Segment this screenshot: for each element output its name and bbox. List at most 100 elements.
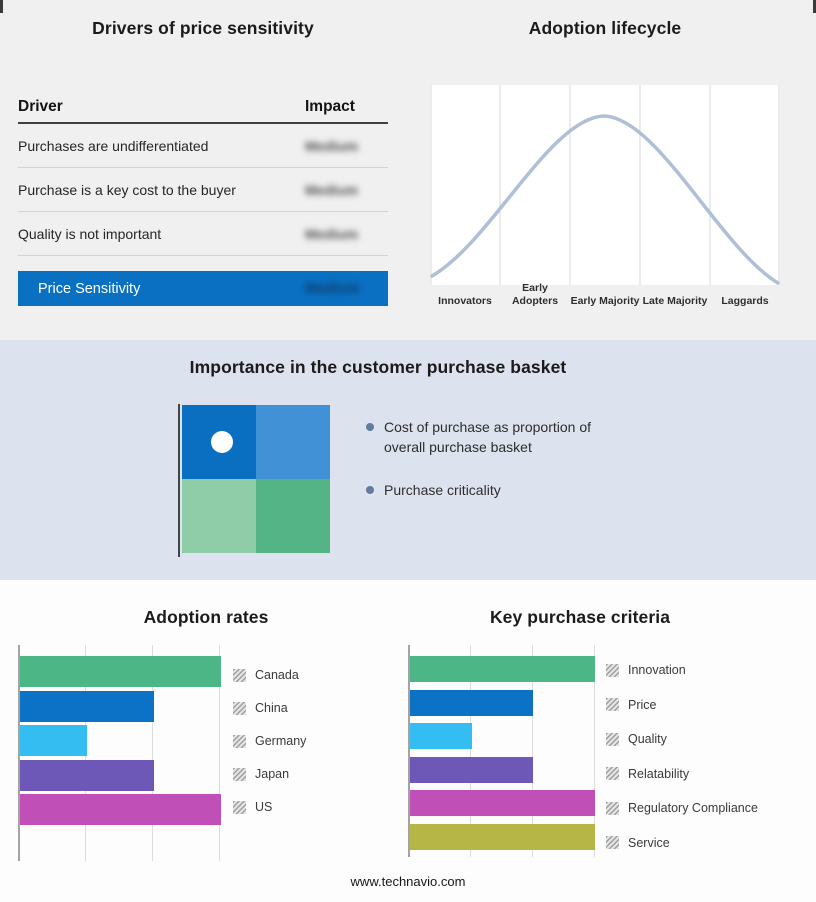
legend-swatch-hatch-icon (233, 668, 246, 682)
lifecycle-chart (430, 85, 780, 285)
legend-item: Regulatory Compliance (606, 801, 758, 815)
bar-china (20, 690, 154, 722)
gridline (152, 645, 153, 861)
price-sensitivity-label: Price Sensitivity (38, 280, 141, 297)
bar-japan (20, 759, 154, 791)
legend-item: Innovation (606, 663, 758, 677)
position-dot (211, 431, 233, 453)
impact-cell-blurred: Medium (305, 181, 358, 198)
impact-cell-blurred: Medium (305, 225, 358, 242)
legend-swatch-hatch-icon (606, 767, 619, 780)
legend-swatch-hatch-icon (606, 663, 619, 677)
bar-quality (410, 723, 472, 750)
stage-label: Late Majority (642, 294, 708, 307)
adoption-rates-bars (20, 656, 221, 825)
bar-germany (20, 725, 87, 756)
legend-item: Quality (606, 732, 758, 746)
axis-line (18, 645, 20, 861)
bullet-dot-icon (366, 423, 374, 431)
stage-label: Innovators (438, 294, 492, 307)
driver-cell: Purchase is a key cost to the buyer (18, 181, 236, 198)
lifecycle-stage-labels: Innovators Early Adopters Early Majority… (430, 282, 780, 307)
bar-price (410, 689, 534, 716)
legend-label: Canada (255, 668, 299, 682)
driver-cell: Purchases are undifferentiated (18, 137, 209, 154)
legend-item: Japan (233, 767, 306, 781)
legend-label: Germany (255, 734, 307, 748)
quadrant-bottom-left (182, 479, 256, 553)
impact-column-header: Impact (305, 98, 355, 115)
bar-innovation (410, 656, 595, 682)
legend-swatch-hatch-icon (233, 800, 246, 814)
quadrant-top-right (256, 405, 330, 479)
legend-item: Germany (233, 734, 306, 748)
price-sensitivity-summary-row: Price Sensitivity Medium (18, 271, 388, 306)
gridline (219, 645, 220, 861)
impact-cell-blurred: Medium (305, 137, 358, 154)
bar-relatability (410, 756, 534, 783)
axis-line (408, 645, 410, 857)
footer-url: www.technavio.com (350, 874, 466, 889)
gridline (532, 645, 533, 857)
basket-panel-title: Importance in the customer purchase bask… (189, 357, 567, 377)
legend-label: US (255, 800, 273, 814)
driver-column-header: Driver (18, 98, 63, 115)
quadrant-bottom-right (256, 479, 330, 553)
table-row: Purchase is a key cost to the buyer Medi… (18, 168, 388, 212)
driver-cell: Quality is not important (18, 225, 162, 242)
stage-label: Laggards (721, 294, 769, 307)
legend-swatch-hatch-icon (606, 698, 619, 711)
stage-label: Early Majority (570, 294, 640, 307)
legend-item: Relatability (606, 767, 758, 781)
frame-tick-right (813, 0, 816, 13)
price-sensitivity-impact-blurred: Medium (305, 280, 360, 297)
legend-label: Price (628, 697, 657, 712)
gridline (470, 645, 471, 857)
legend-swatch-hatch-icon (233, 701, 246, 715)
stage-label: Early Adopters (511, 282, 559, 307)
lifecycle-panel-title: Adoption lifecycle (528, 18, 682, 38)
quadrant-top-left (182, 405, 256, 479)
middle-section-background (0, 340, 816, 580)
bar-regulatory-compliance (410, 790, 595, 817)
adoption-rates-title: Adoption rates (143, 607, 269, 627)
frame-tick-left (0, 0, 3, 13)
bullet-text: Purchase criticality (384, 481, 501, 498)
legend-label: China (255, 701, 288, 715)
bullet-text: Cost of purchase as proportion of overal… (384, 419, 592, 456)
table-row: Purchases are undifferentiated Medium (18, 124, 388, 168)
legend-label: Innovation (628, 663, 686, 677)
legend-swatch-hatch-icon (233, 734, 246, 748)
basket-bullet-list: Cost of purchase as proportion of overal… (366, 417, 628, 500)
legend-label: Regulatory Compliance (628, 801, 758, 815)
legend-swatch-hatch-icon (606, 801, 619, 815)
bell-curve (430, 114, 780, 285)
legend-label: Quality (628, 732, 667, 746)
legend-label: Japan (255, 767, 290, 781)
legend-item: Price (606, 698, 758, 712)
legend-swatch-hatch-icon (606, 732, 619, 746)
legend-item: US (233, 800, 306, 814)
bar-service (410, 823, 595, 850)
bar-canada (20, 656, 221, 687)
gridline (594, 645, 595, 857)
legend-item: Canada (233, 668, 306, 682)
drivers-table-header: Driver Impact (18, 92, 388, 124)
table-row: Quality is not important Medium (18, 212, 388, 256)
legend-item: China (233, 701, 306, 715)
legend-item: Service (606, 836, 758, 850)
quadrant-axis-line (178, 404, 180, 557)
legend-swatch-hatch-icon (606, 836, 619, 849)
criteria-bars (410, 656, 595, 850)
bullet-item: Purchase criticality (366, 480, 628, 500)
bullet-dot-icon (366, 485, 374, 494)
purchase-basket-quadrant (182, 405, 330, 553)
criteria-title: Key purchase criteria (489, 607, 671, 627)
adoption-rates-legend: Canada China Germany Japan US (233, 668, 306, 814)
legend-label: Service (628, 835, 670, 850)
drivers-table: Driver Impact Purchases are undifferenti… (18, 92, 388, 256)
legend-swatch-hatch-icon (233, 767, 246, 781)
bar-us (20, 794, 221, 825)
criteria-legend: Innovation Price Quality Relatability Re… (606, 663, 758, 850)
